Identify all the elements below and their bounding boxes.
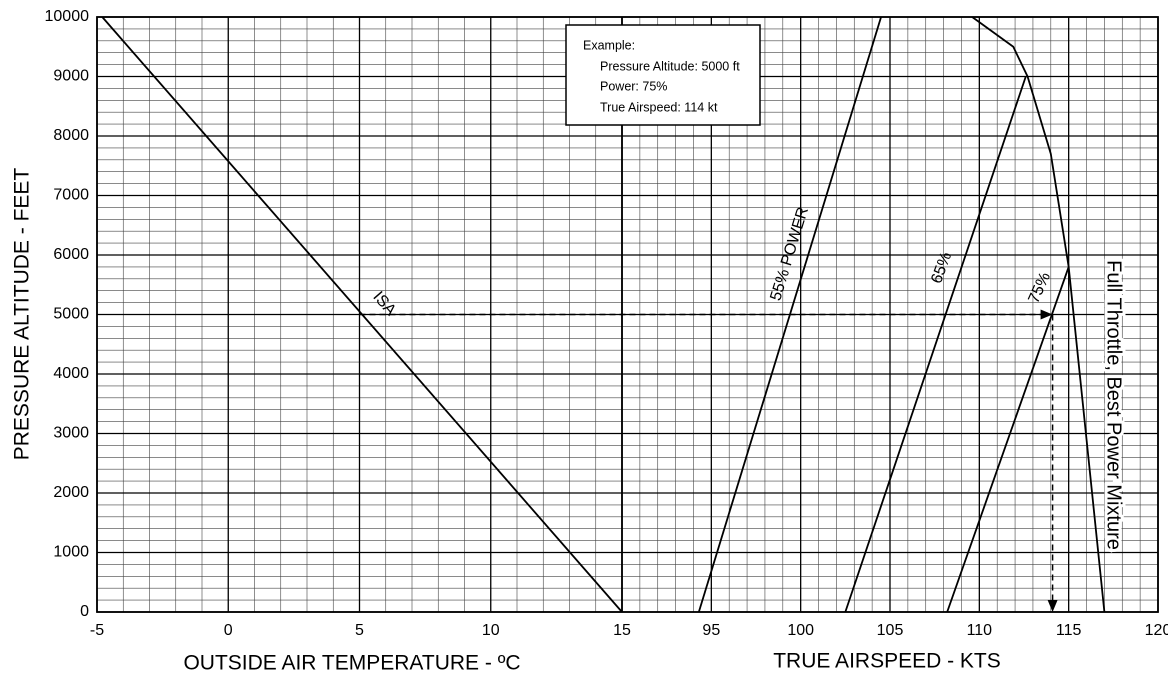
series-line — [971, 16, 1106, 613]
series-line — [697, 16, 882, 613]
plot-frame — [96, 16, 1159, 613]
y-tick-label: 6000 — [53, 246, 89, 263]
x-tick-label: 10 — [482, 622, 500, 639]
x2-tick-label: 105 — [877, 622, 904, 639]
x2-tick-label: 95 — [702, 622, 720, 639]
y-tick-label: 9000 — [53, 68, 89, 85]
y-tick-label: 4000 — [53, 365, 89, 382]
y-tick-label: 0 — [80, 603, 89, 620]
x-tick-label: 15 — [613, 622, 631, 639]
y-tick-label: 1000 — [53, 544, 89, 561]
y-tick-label: 3000 — [53, 425, 89, 442]
y-tick-label: 7000 — [53, 187, 89, 204]
example-box — [565, 24, 761, 126]
y-tick-label: 2000 — [53, 484, 89, 501]
y-axis-title: PRESSURE ALTITUDE - FEET — [11, 168, 34, 461]
curve-label: 55% POWER — [767, 205, 812, 303]
x2-tick-label: 120 — [1145, 622, 1168, 639]
y-tick-label: 5000 — [53, 306, 89, 323]
curve-label: 75% — [1025, 270, 1054, 306]
series-line — [844, 76, 1027, 613]
example-arrow — [1040, 309, 1053, 320]
series-line — [946, 266, 1070, 613]
x-axis-title: OUTSIDE AIR TEMPERATURE - ºC — [183, 652, 520, 675]
x-tick-label: -5 — [90, 622, 104, 639]
example-line: Pressure Altitude: 5000 ft — [600, 59, 740, 73]
x2-tick-label: 115 — [1056, 622, 1082, 639]
example-title: Example: — [583, 38, 635, 52]
y-tick-label: 8000 — [53, 127, 89, 144]
example-line: True Airspeed: 114 kt — [600, 100, 718, 114]
example-arrow — [1047, 600, 1058, 612]
series-line — [101, 16, 623, 613]
x-tick-label: 0 — [224, 622, 233, 639]
x-tick-label: 5 — [355, 622, 364, 639]
x2-axis-title: TRUE AIRSPEED - KTS — [773, 650, 1001, 673]
x2-tick-label: 110 — [967, 622, 993, 639]
curve-label: Full Throttle, Best Power Mixture — [1103, 260, 1125, 550]
x2-tick-label: 100 — [787, 622, 814, 639]
example-line: Power: 75% — [600, 79, 667, 93]
y-tick-label: 10000 — [45, 8, 90, 25]
